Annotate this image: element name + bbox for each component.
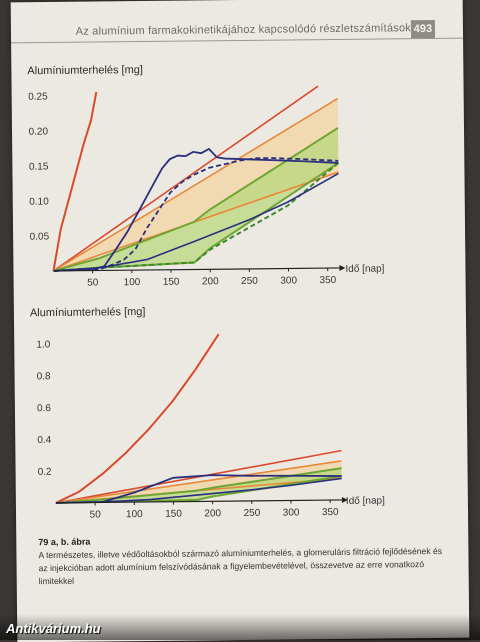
page-number: 493 <box>411 20 435 38</box>
chart-a-xtick-label: 300 <box>280 275 297 286</box>
watermark-text: Antikvárium.hu <box>6 621 101 636</box>
running-head-title: Az alumínium farmakokinetikájához kapcso… <box>76 22 411 38</box>
chart-a-xtick-label: 250 <box>241 276 258 287</box>
chart-b-ytick-label: 0.6 <box>37 403 51 414</box>
chart-a-ytick-label: 0.20 <box>28 126 48 137</box>
watermark: Antikvárium.hu <box>0 614 480 640</box>
chart-b-ytick-label: 1.0 <box>36 339 50 350</box>
chart-a-xtick-label: 150 <box>163 277 180 288</box>
chart-b-ytick-label: 0.2 <box>38 467 52 478</box>
chart-a-xtick-label: 350 <box>319 275 336 286</box>
chart-a-xtick-label: 100 <box>124 277 141 288</box>
chart-b-ytick-label: 0.4 <box>37 435 51 446</box>
chart-b-xtick-label: 350 <box>322 507 339 518</box>
book-page: Az alumínium farmakokinetikájához kapcso… <box>11 0 470 642</box>
caption-text: A természetes, illetve védőoltásokból sz… <box>38 545 448 588</box>
chart-a-ytick-label: 0.25 <box>28 91 48 102</box>
chart-a-ylabel: Alumíniumterhelés [mg] <box>27 64 143 77</box>
chart-a-xlabel: Idő [nap] <box>345 263 384 274</box>
chart-b-xtick-label: 250 <box>244 508 261 519</box>
chart-b-xtick-label: 200 <box>204 508 221 519</box>
chart-a-ytick-label: 0.10 <box>29 196 49 207</box>
chart-b-xtick-label: 100 <box>126 509 143 520</box>
chart-a-xtick-label: 200 <box>202 276 219 287</box>
chart-a-ytick-label: 0.05 <box>30 231 50 242</box>
chart-b-xtick-label: 50 <box>90 509 102 520</box>
running-head: Az alumínium farmakokinetikájához kapcso… <box>11 20 463 44</box>
chart-a-xtick-label: 50 <box>87 277 99 288</box>
chart-b-ylabel: Alumíniumterhelés [mg] <box>30 306 146 319</box>
chart-a: Alumíniumterhelés [mg] 50 100 150 200 250 300… <box>11 54 465 289</box>
chart-a-ytick-label: 0.15 <box>29 161 49 172</box>
chart-b-xlabel: Idő [nap] <box>346 495 385 506</box>
chart-b-xtick-label: 300 <box>283 507 300 518</box>
chart-b-xtick-label: 150 <box>165 509 182 520</box>
chart-b: Alumíniumterhelés [mg] 50 100 150 200 250 300… <box>14 296 468 531</box>
chart-b-ytick-label: 0.8 <box>37 371 51 382</box>
figure-caption: 79 a, b. ábra A természetes, illetve véd… <box>38 532 449 588</box>
